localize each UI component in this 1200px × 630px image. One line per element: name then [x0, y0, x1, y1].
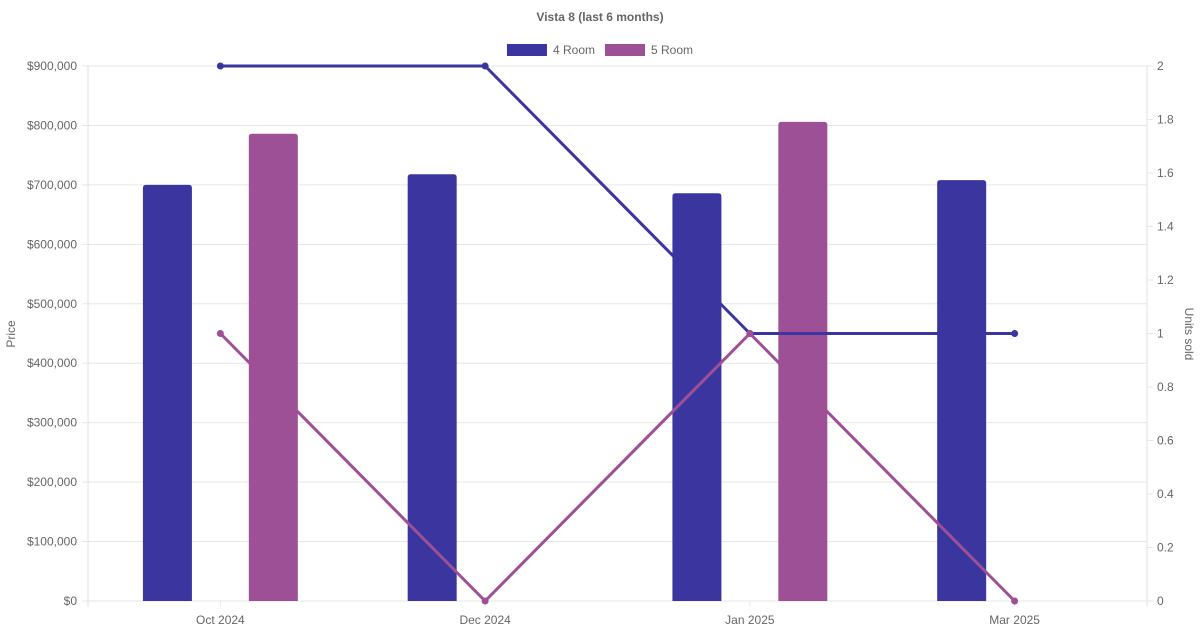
right-tick-label: 0.6 — [1157, 434, 1174, 448]
bar-4-room — [937, 180, 987, 601]
x-tick-label: Mar 2025 — [989, 613, 1040, 627]
right-tick-label: 1.6 — [1157, 166, 1174, 180]
left-tick-label: $300,000 — [27, 416, 77, 430]
grid-lines — [82, 65, 1153, 607]
bar-4-room — [142, 184, 192, 601]
bar-4-room — [672, 193, 722, 601]
right-tick-label: 1.2 — [1157, 273, 1174, 287]
line-point — [1011, 330, 1019, 337]
bar-5-room — [248, 133, 298, 601]
right-tick-label: 0.4 — [1157, 487, 1174, 501]
left-tick-label: $500,000 — [27, 297, 77, 311]
line-point — [1011, 597, 1019, 605]
left-tick-label: $900,000 — [27, 59, 77, 73]
legend-label: 5 Room — [651, 43, 693, 57]
right-tick-label: 2 — [1157, 59, 1164, 73]
left-tick-label: $200,000 — [27, 475, 77, 489]
left-tick-label: $700,000 — [27, 178, 77, 192]
line-4-room — [220, 64, 1015, 335]
line-point — [216, 330, 224, 337]
right-tick-label: 1.8 — [1157, 113, 1174, 127]
line-point — [481, 62, 489, 70]
right-tick-label: 0 — [1157, 594, 1164, 608]
legend: 4 Room 5 Room — [506, 43, 693, 57]
line-point — [746, 330, 754, 337]
x-tick-label: Oct 2024 — [196, 613, 245, 627]
bar-5-room — [778, 121, 828, 601]
left-tick-label: $600,000 — [27, 237, 77, 251]
chart-title: Vista 8 (last 6 months) — [536, 10, 663, 24]
line-5-room — [219, 332, 1016, 603]
line-point — [481, 597, 489, 605]
x-tick-label: Dec 2024 — [459, 613, 511, 627]
left-tick-label: $0 — [64, 594, 78, 608]
legend-label: 4 Room — [553, 43, 595, 57]
left-tick-label: $100,000 — [27, 535, 77, 549]
bar-4-room — [407, 174, 457, 601]
right-tick-label: 0.2 — [1157, 541, 1174, 555]
legend-swatch — [605, 44, 645, 56]
bars — [142, 121, 987, 601]
left-tick-label: $400,000 — [27, 356, 77, 370]
line-point — [216, 62, 224, 70]
left-axis-title: Price — [4, 320, 18, 348]
lines — [216, 62, 1019, 605]
left-tick-label: $800,000 — [27, 118, 77, 132]
right-axis-title: Units sold — [1182, 308, 1196, 361]
x-axis-ticks: Oct 2024 Dec 2024 Jan 2025 Mar 2025 — [196, 613, 1040, 627]
legend-swatch — [506, 44, 547, 56]
x-tick-label: Jan 2025 — [725, 613, 775, 627]
left-axis-ticks: $0 $100,000 $200,000 $300,000 $400,000 $500,0… — [27, 59, 77, 608]
right-tick-label: 0.8 — [1157, 380, 1174, 394]
right-axis-ticks: 0 0.2 0.4 0.6 0.8 1 1.2 1.4 1.6 1.8 2 — [1157, 59, 1174, 608]
right-tick-label: 1 — [1157, 327, 1164, 341]
right-tick-label: 1.4 — [1157, 220, 1174, 234]
